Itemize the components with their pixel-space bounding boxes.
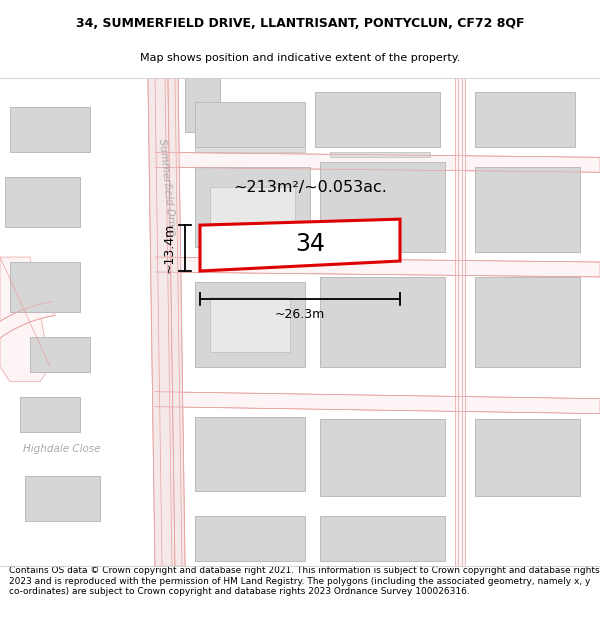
Polygon shape (475, 277, 580, 367)
Polygon shape (0, 257, 50, 382)
Polygon shape (320, 516, 445, 561)
Polygon shape (455, 78, 465, 566)
Polygon shape (195, 142, 305, 152)
Polygon shape (0, 302, 55, 464)
Text: ~13.4m: ~13.4m (163, 223, 176, 273)
Polygon shape (148, 78, 185, 566)
Text: 34: 34 (295, 232, 325, 256)
Polygon shape (148, 78, 175, 566)
Polygon shape (330, 152, 430, 158)
Polygon shape (195, 102, 305, 148)
Text: 34, SUMMERFIELD DRIVE, LLANTRISANT, PONTYCLUN, CF72 8QF: 34, SUMMERFIELD DRIVE, LLANTRISANT, PONT… (76, 17, 524, 30)
Text: Highdale Close: Highdale Close (23, 444, 101, 454)
Polygon shape (475, 168, 580, 252)
Polygon shape (10, 107, 90, 152)
Polygon shape (195, 168, 310, 247)
Polygon shape (195, 516, 305, 561)
Polygon shape (195, 417, 305, 491)
Polygon shape (210, 297, 290, 352)
Text: Map shows position and indicative extent of the property.: Map shows position and indicative extent… (140, 53, 460, 63)
Polygon shape (10, 262, 80, 312)
Text: Summerfield Drive: Summerfield Drive (157, 138, 177, 236)
Polygon shape (185, 78, 220, 132)
Polygon shape (475, 92, 575, 148)
Text: ~26.3m: ~26.3m (275, 308, 325, 321)
Polygon shape (155, 152, 600, 173)
Polygon shape (20, 397, 80, 432)
Polygon shape (155, 257, 600, 277)
Polygon shape (25, 476, 100, 521)
Polygon shape (475, 419, 580, 496)
Polygon shape (168, 78, 185, 566)
Polygon shape (195, 282, 305, 367)
Polygon shape (320, 277, 445, 367)
Text: ~213m²/~0.053ac.: ~213m²/~0.053ac. (233, 180, 387, 195)
Polygon shape (155, 392, 600, 414)
Polygon shape (320, 419, 445, 496)
Text: Contains OS data © Crown copyright and database right 2021. This information is : Contains OS data © Crown copyright and d… (9, 566, 599, 596)
Polygon shape (320, 162, 445, 252)
Polygon shape (200, 219, 400, 271)
Polygon shape (30, 337, 90, 372)
Polygon shape (210, 188, 295, 232)
Polygon shape (315, 92, 440, 148)
Polygon shape (5, 177, 80, 227)
